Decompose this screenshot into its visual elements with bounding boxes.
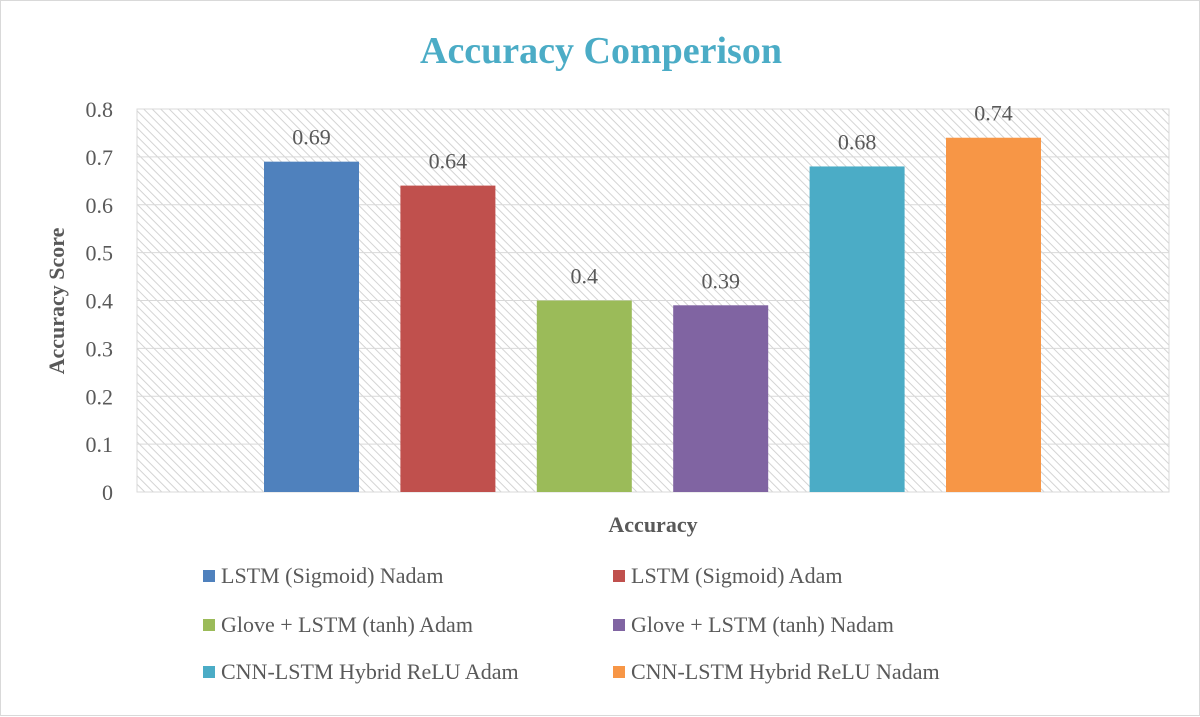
bar [400, 185, 496, 492]
legend-label: Glove + LSTM (tanh) Adam [221, 612, 473, 637]
y-tick-label: 0.2 [86, 384, 114, 409]
legend-swatch [203, 619, 215, 631]
y-tick-label: 0.6 [86, 193, 114, 218]
x-axis-title: Accuracy [608, 512, 697, 537]
legend-swatch [203, 666, 215, 678]
y-tick-label: 0.8 [86, 97, 114, 122]
y-tick-label: 0.7 [86, 145, 114, 170]
y-axis-title: Accuracy Score [44, 227, 69, 374]
data-label: 0.69 [292, 125, 331, 150]
data-label: 0.64 [429, 149, 468, 174]
data-label: 0.39 [701, 268, 740, 293]
y-tick-label: 0.4 [86, 289, 114, 314]
legend-swatch [613, 570, 625, 582]
y-tick-label: 0.3 [86, 336, 114, 361]
bars [264, 137, 1041, 492]
y-tick-label: 0 [102, 480, 113, 505]
data-label: 0.4 [571, 264, 599, 289]
bar [809, 166, 905, 492]
legend-swatch [613, 619, 625, 631]
legend-label: CNN-LSTM Hybrid ReLU Adam [221, 659, 519, 684]
y-tick-label: 0.1 [86, 432, 114, 457]
legend-label: LSTM (Sigmoid) Adam [631, 563, 842, 588]
bar [946, 137, 1041, 492]
y-axis-ticks: 0 0.1 0.2 0.3 0.4 0.5 0.6 0.7 0.8 [86, 97, 114, 505]
legend-swatch [203, 570, 215, 582]
legend-label: Glove + LSTM (tanh) Nadam [631, 612, 894, 637]
bar [264, 161, 359, 492]
y-tick-label: 0.5 [86, 241, 114, 266]
legend-swatch [613, 666, 625, 678]
data-labels: 0.69 0.64 0.4 0.39 0.68 0.74 [292, 101, 1013, 294]
data-label: 0.74 [974, 101, 1013, 126]
bar [673, 305, 769, 492]
chart-title: Accuracy Comperison [420, 30, 782, 72]
data-label: 0.68 [838, 129, 877, 154]
legend-label: LSTM (Sigmoid) Nadam [221, 563, 443, 588]
legend: LSTM (Sigmoid) Nadam LSTM (Sigmoid) Adam G… [203, 563, 940, 684]
bar [536, 300, 632, 492]
legend-label: CNN-LSTM Hybrid ReLU Nadam [631, 659, 940, 684]
